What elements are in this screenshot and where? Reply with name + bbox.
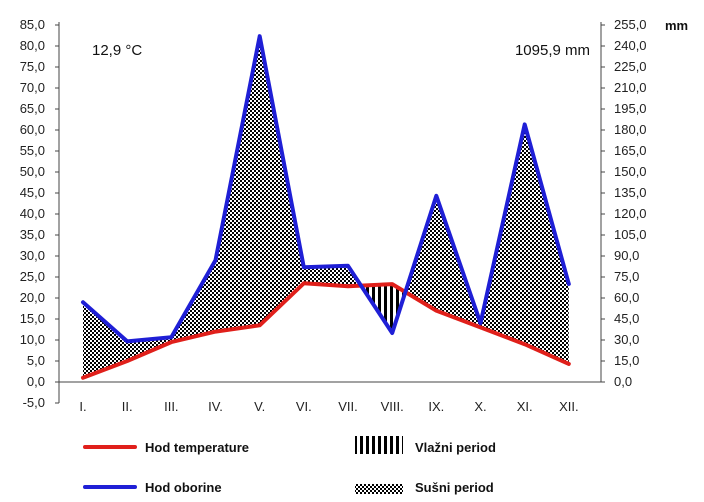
right-tick-label: 180,0	[614, 122, 647, 137]
left-tick-label: 15,0	[20, 311, 45, 326]
category-label: VII.	[338, 399, 358, 414]
right-tick-label: 120,0	[614, 206, 647, 221]
left-tick-label: 5,0	[27, 353, 45, 368]
right-tick-label: 225,0	[614, 59, 647, 74]
left-tick-label: 85,0	[20, 17, 45, 32]
left-tick-label: 70,0	[20, 80, 45, 95]
right-tick-label: 30,0	[614, 332, 639, 347]
right-tick-label: 255,0	[614, 17, 647, 32]
category-label: V.	[254, 399, 265, 414]
left-tick-label: 10,0	[20, 332, 45, 347]
right-tick-label: 0,0	[614, 374, 632, 389]
right-tick-label: 75,0	[614, 269, 639, 284]
right-tick-label: 165,0	[614, 143, 647, 158]
legend-label: Vlažni period	[415, 440, 496, 455]
left-tick-label: 40,0	[20, 206, 45, 221]
category-label: VI.	[296, 399, 312, 414]
right-tick-label: 60,0	[614, 290, 639, 305]
legend-label: Hod temperature	[145, 440, 249, 455]
right-tick-labels: 0,0 15,0 30,0 45,0 60,0 75,0 90,0 105,0 120,0 135…	[601, 17, 647, 389]
fill-layer	[83, 36, 569, 378]
precipitation-total-label: 1095,9 mm	[515, 42, 590, 59]
legend-pattern-swatch	[355, 484, 403, 494]
legend: Hod temperature Vlažni period Hod oborine S…	[83, 436, 496, 495]
category-label: I.	[79, 399, 86, 414]
legend-label: Hod oborine	[145, 480, 222, 495]
right-tick-label: 15,0	[614, 353, 639, 368]
left-tick-labels: -5,0 0,0 5,0 10,0 15,0 20,0 25,0 30,0 35,0 40,0 45…	[20, 17, 59, 410]
category-labels: I. II. III. IV. V. VI. VII. VIII. IX. X. XI. XII.	[79, 399, 578, 414]
right-axis-unit: mm	[665, 18, 688, 33]
category-label: IX.	[428, 399, 444, 414]
left-tick-label: 50,0	[20, 164, 45, 179]
legend-label: Sušni period	[415, 480, 494, 495]
left-tick-label: -5,0	[23, 395, 45, 410]
left-tick-label: 55,0	[20, 143, 45, 158]
left-tick-label: 0,0	[27, 374, 45, 389]
precipitation-line	[81, 34, 571, 344]
right-tick-label: 240,0	[614, 38, 647, 53]
right-tick-label: 195,0	[614, 101, 647, 116]
left-tick-label: 25,0	[20, 269, 45, 284]
temperature-line	[81, 281, 571, 380]
category-label: III.	[164, 399, 178, 414]
category-label: XII.	[559, 399, 579, 414]
category-label: II.	[122, 399, 133, 414]
left-tick-label: 60,0	[20, 122, 45, 137]
temperature-mean-label: 12,9 °C	[92, 42, 142, 59]
right-tick-label: 90,0	[614, 248, 639, 263]
right-tick-label: 105,0	[614, 227, 647, 242]
category-label: VIII.	[381, 399, 404, 414]
left-tick-label: 30,0	[20, 248, 45, 263]
left-tick-label: 65,0	[20, 101, 45, 116]
left-tick-label: 75,0	[20, 59, 45, 74]
right-tick-label: 210,0	[614, 80, 647, 95]
right-tick-label: 45,0	[614, 311, 639, 326]
category-label: IV.	[208, 399, 223, 414]
left-tick-label: 35,0	[20, 227, 45, 242]
left-tick-label: 80,0	[20, 38, 45, 53]
left-tick-label: 45,0	[20, 185, 45, 200]
dry-period-fill	[83, 36, 569, 378]
series-lines	[81, 34, 571, 380]
category-label: XI.	[517, 399, 533, 414]
category-label: X.	[474, 399, 486, 414]
left-tick-label: 20,0	[20, 290, 45, 305]
right-tick-label: 150,0	[614, 164, 647, 179]
legend-pattern-swatch	[355, 436, 403, 454]
right-tick-label: 135,0	[614, 185, 647, 200]
